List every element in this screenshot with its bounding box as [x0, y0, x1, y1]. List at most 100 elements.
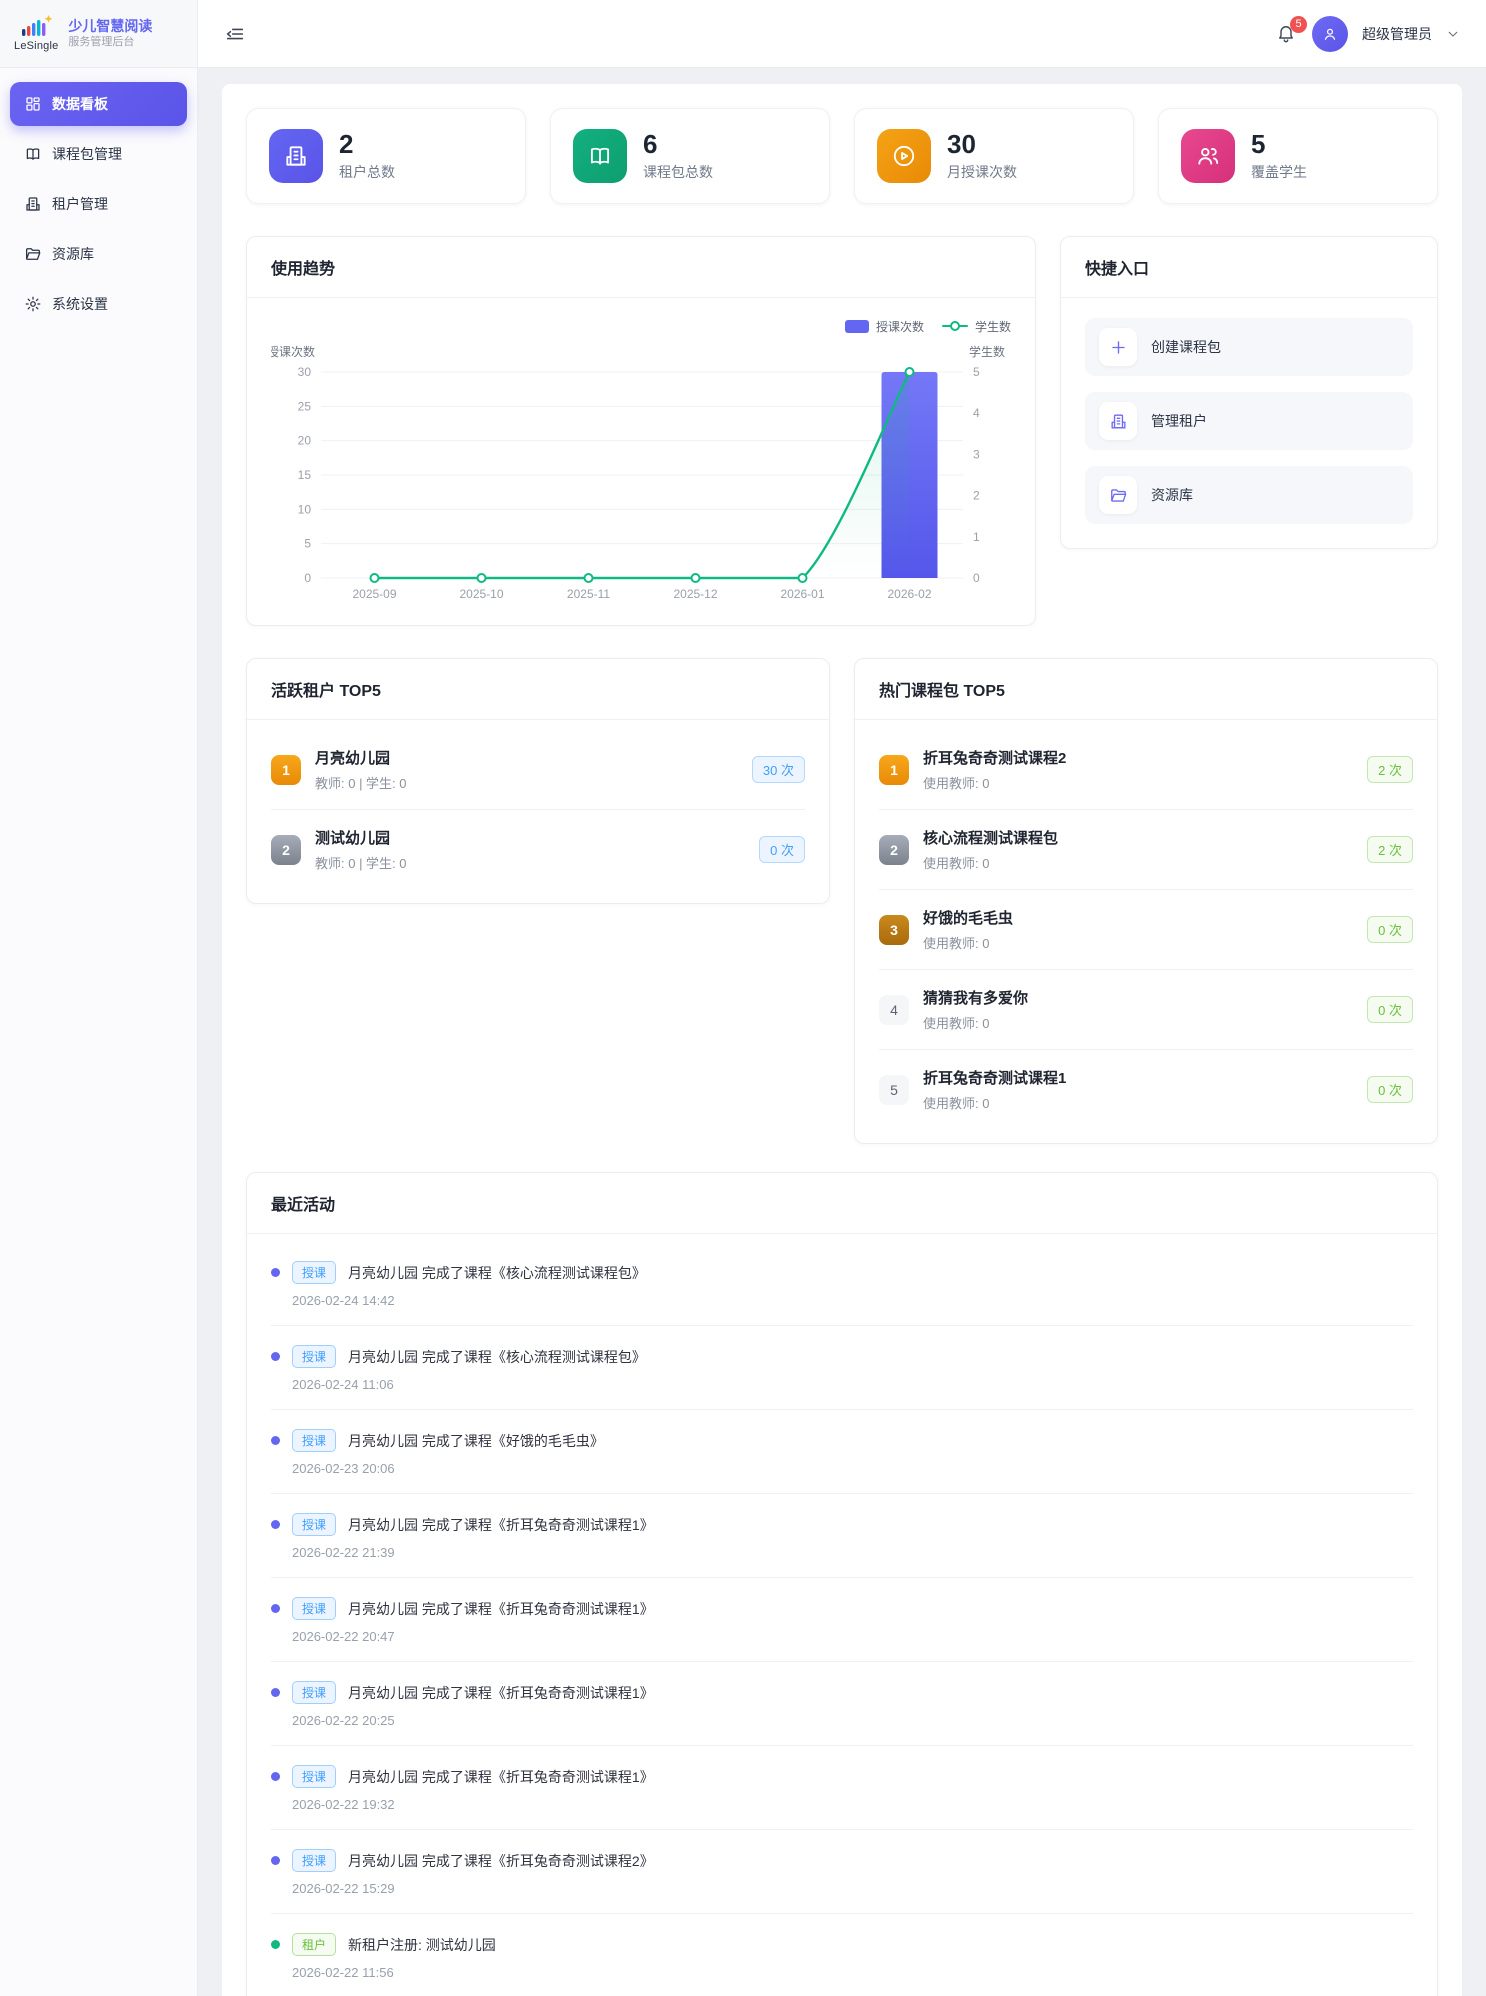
quick-entry-item[interactable]: 管理租户: [1085, 392, 1413, 450]
sidebar: LeSingle 少儿智慧阅读 服务管理后台 数据看板 课程包管理 租户管理 资…: [0, 0, 198, 1996]
count-badge: 2 次: [1367, 836, 1413, 863]
activity-type-badge: 授课: [292, 1597, 337, 1620]
stat-label: 覆盖学生: [1251, 164, 1307, 181]
activity-time: 2026-02-22 15:29: [292, 1881, 395, 1896]
bell-icon: [1276, 23, 1298, 43]
svg-text:2: 2: [973, 489, 980, 503]
activity-type-badge: 授课: [292, 1765, 337, 1788]
activity-row: 授课 月亮幼儿园 完成了课程《折耳兔奇奇测试课程1》 2026-02-22 21…: [271, 1494, 1413, 1578]
activity-dot: [271, 1352, 280, 1361]
sidebar-item-label: 资源库: [52, 246, 94, 262]
activity-dot: [271, 1520, 280, 1529]
svg-text:0: 0: [304, 571, 311, 585]
activity-time: 2026-02-23 20:06: [292, 1461, 395, 1476]
activity-text: 月亮幼儿园 完成了课程《折耳兔奇奇测试课程1》: [348, 1768, 654, 1785]
stat-label: 月授课次数: [947, 164, 1017, 181]
sidebar-item-label: 数据看板: [52, 96, 108, 112]
building-icon: [24, 195, 42, 213]
svg-text:20: 20: [298, 434, 312, 448]
activity-row: 授课 月亮幼儿园 完成了课程《折耳兔奇奇测试课程1》 2026-02-22 19…: [271, 1746, 1413, 1830]
active-tenants-card: 活跃租户 TOP5 1 月亮幼儿园 教师: 0 | 学生: 0 30 次 2 测…: [246, 658, 830, 904]
stats-row: 2 租户总数 6 课程包总数 30 月授课次数 5 覆盖学生: [246, 108, 1438, 204]
activity-text: 月亮幼儿园 完成了课程《好饿的毛毛虫》: [348, 1432, 604, 1449]
sidebar-item-gear[interactable]: 系统设置: [10, 282, 187, 326]
svg-text:15: 15: [298, 468, 312, 482]
count-badge: 2 次: [1367, 756, 1413, 783]
activity-time: 2026-02-22 21:39: [292, 1545, 395, 1560]
main-column: 5 超级管理员 2 租户总数 6 课程包总数 30 月授课次数: [198, 0, 1486, 1996]
top5-meta: 使用教师: 0: [923, 936, 990, 951]
top5-name: 测试幼儿园: [315, 830, 391, 847]
activity-time: 2026-02-24 14:42: [292, 1293, 395, 1308]
rank-badge: 2: [271, 834, 301, 865]
quick-entry-title: 快捷入口: [1085, 261, 1150, 278]
sidebar-nav: 数据看板 课程包管理 租户管理 资源库 系统设置: [0, 68, 197, 340]
count-badge: 0 次: [1367, 1076, 1413, 1103]
building-icon: [1099, 402, 1137, 440]
count-badge: 0 次: [759, 836, 805, 863]
activity-dot: [271, 1688, 280, 1697]
top5-name: 核心流程测试课程包: [923, 830, 1059, 847]
activity-dot: [271, 1604, 280, 1613]
app-title: 少儿智慧阅读: [68, 17, 153, 34]
quick-entry-item[interactable]: 资源库: [1085, 466, 1413, 524]
stat-value: 5: [1251, 128, 1266, 159]
activity-text: 月亮幼儿园 完成了课程《核心流程测试课程包》: [348, 1264, 646, 1281]
activity-dot: [271, 1940, 280, 1949]
sidebar-item-label: 租户管理: [52, 196, 108, 212]
top5-row: 1 月亮幼儿园 教师: 0 | 学生: 0 30 次: [271, 730, 805, 810]
usage-trend-card: 使用趋势 授课次数 学生数 0 5 10 15 20 25 30 0 1 2 3 4 5 授课次数 学生数 20…: [246, 236, 1036, 626]
activity-row: 授课 月亮幼儿园 完成了课程《折耳兔奇奇测试课程1》 2026-02-22 20…: [271, 1578, 1413, 1662]
top5-row: 2 核心流程测试课程包 使用教师: 0 2 次: [879, 810, 1413, 890]
stat-card: 30 月授课次数: [854, 108, 1134, 204]
sidebar-item-book[interactable]: 课程包管理: [10, 132, 187, 176]
stat-label: 租户总数: [339, 164, 395, 181]
brand-logo: LeSingle: [14, 15, 58, 52]
user-name[interactable]: 超级管理员: [1362, 25, 1432, 42]
quick-entry-label: 创建课程包: [1151, 339, 1221, 355]
legend-item[interactable]: 学生数: [941, 318, 1011, 335]
sidebar-item-dashboard[interactable]: 数据看板: [10, 82, 187, 126]
activity-type-badge: 租户: [292, 1933, 337, 1956]
svg-text:10: 10: [298, 502, 312, 516]
user-icon: [1321, 25, 1339, 43]
logo-area: LeSingle 少儿智慧阅读 服务管理后台: [0, 0, 197, 68]
sidebar-collapse-icon[interactable]: [224, 23, 246, 45]
quick-entry-list: 创建课程包 管理租户 资源库: [1061, 298, 1437, 548]
activity-type-badge: 授课: [292, 1345, 337, 1368]
trend-chart-svg: 0 5 10 15 20 25 30 0 1 2 3 4 5 授课次数 学生数 2025-09 2025-10 2…: [267, 344, 1005, 601]
count-badge: 30 次: [751, 756, 805, 783]
top5-meta: 使用教师: 0: [923, 1096, 990, 1111]
plus-icon: [1099, 328, 1137, 366]
top5-meta: 教师: 0 | 学生: 0: [315, 856, 407, 871]
avatar[interactable]: [1312, 15, 1348, 52]
activity-text: 月亮幼儿园 完成了课程《折耳兔奇奇测试课程2》: [348, 1852, 654, 1869]
top5-meta: 使用教师: 0: [923, 1016, 990, 1031]
activity-type-badge: 授课: [292, 1849, 337, 1872]
legend-item[interactable]: 授课次数: [844, 318, 924, 335]
activity-type-badge: 授课: [292, 1261, 337, 1284]
sidebar-item-folder[interactable]: 资源库: [10, 232, 187, 276]
chart-legend: 授课次数 学生数: [271, 316, 1011, 336]
quick-entry-item[interactable]: 创建课程包: [1085, 318, 1413, 376]
logo-bars-icon: [22, 15, 53, 36]
activity-type-badge: 授课: [292, 1429, 337, 1452]
rank-badge: 2: [879, 834, 909, 865]
svg-text:30: 30: [298, 365, 312, 379]
activity-type-badge: 授课: [292, 1681, 337, 1704]
activity-dot: [271, 1856, 280, 1865]
svg-text:2025-10: 2025-10: [459, 587, 503, 601]
sidebar-item-building[interactable]: 租户管理: [10, 182, 187, 226]
activity-row: 授课 月亮幼儿园 完成了课程《核心流程测试课程包》 2026-02-24 11:…: [271, 1326, 1413, 1410]
stat-value: 6: [643, 128, 658, 159]
stat-label: 课程包总数: [643, 164, 713, 181]
activity-row: 授课 月亮幼儿园 完成了课程《好饿的毛毛虫》 2026-02-23 20:06: [271, 1410, 1413, 1494]
svg-text:2025-12: 2025-12: [673, 587, 717, 601]
active-tenants-list: 1 月亮幼儿园 教师: 0 | 学生: 0 30 次 2 测试幼儿园 教师: 0…: [247, 720, 829, 903]
top5-row: 2 测试幼儿园 教师: 0 | 学生: 0 0 次: [271, 810, 805, 889]
top5-row: 5 折耳兔奇奇测试课程1 使用教师: 0 0 次: [879, 1050, 1413, 1129]
chevron-down-icon[interactable]: [1446, 27, 1460, 41]
top5-meta: 使用教师: 0: [923, 776, 990, 791]
rank-badge: 1: [879, 754, 909, 785]
notification-bell[interactable]: 5: [1276, 15, 1307, 45]
